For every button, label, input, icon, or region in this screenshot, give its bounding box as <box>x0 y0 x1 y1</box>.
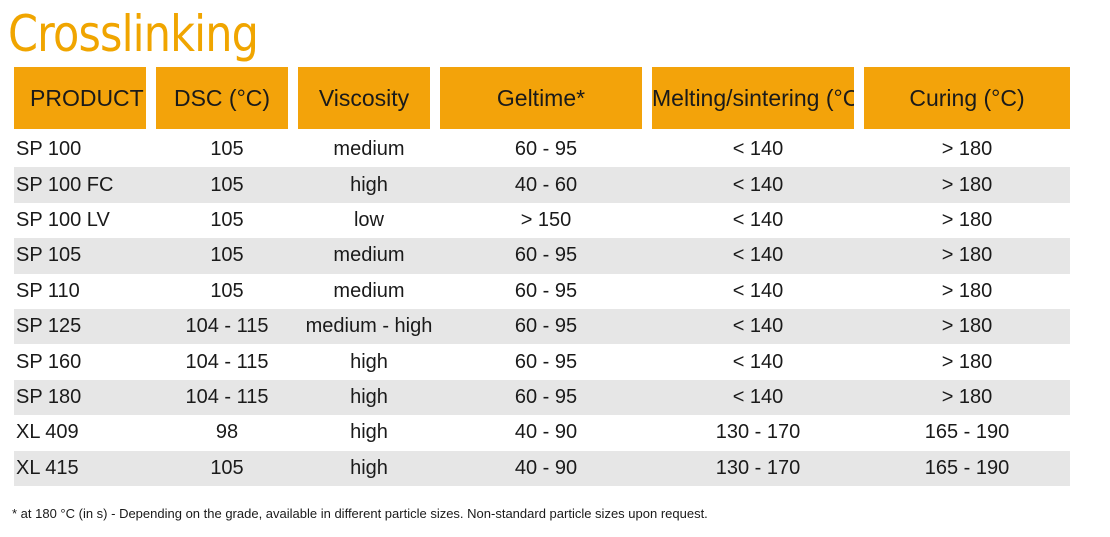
cell-dsc: 105 <box>210 138 244 161</box>
cell-viscosity: high <box>350 421 388 444</box>
table-row: SP 100 LV 105 low > 150 < 140 > 180 <box>14 203 1070 238</box>
cell-dsc: 104 - 115 <box>185 350 269 373</box>
cell-curing: 165 - 190 <box>924 421 1010 444</box>
cell-curing: > 180 <box>864 379 1070 416</box>
cell-geltime: 60 - 95 <box>440 238 652 274</box>
cell-product: SP 160 <box>16 350 82 373</box>
cell-dsc: 105 <box>156 167 298 203</box>
header-geltime: Geltime* <box>440 67 652 132</box>
cell-viscosity: high <box>298 167 440 203</box>
cell-melting-sintering: 130 - 170 <box>715 421 801 444</box>
cell-product: SP 100 <box>16 138 82 161</box>
cell-curing: 165 - 190 <box>864 450 1070 486</box>
table-body: SP 100 105 medium 60 - 95 < 140 > 180 SP 100 F… <box>14 132 1070 486</box>
table-row: SP 180 104 - 115 high 60 - 95 < 140 > 180 <box>14 379 1070 416</box>
cell-dsc: 105 <box>156 450 298 486</box>
crosslinking-table: PRODUCT DSC (°C) Viscosity Geltime* Melt… <box>14 67 1070 486</box>
cell-viscosity: medium <box>298 238 440 274</box>
header-product: PRODUCT <box>14 67 156 132</box>
table-row: XL 409 98 high 40 - 90 130 - 170 165 - 190 <box>14 415 1070 450</box>
cell-melting-sintering: < 140 <box>652 379 864 416</box>
cell-curing: > 180 <box>941 208 993 231</box>
cell-viscosity: high <box>298 379 440 416</box>
cell-geltime: > 150 <box>520 208 572 231</box>
cell-product: XL 415 <box>14 450 156 486</box>
cell-geltime: 60 - 95 <box>514 138 578 161</box>
cell-viscosity: low <box>353 208 384 231</box>
footnote: * at 180 °C (in s) - Depending on the gr… <box>12 506 708 521</box>
cell-curing: > 180 <box>864 238 1070 274</box>
table-row: SP 125 104 - 115 medium - high 60 - 95 < 140… <box>14 308 1070 345</box>
cell-curing: > 180 <box>864 167 1070 203</box>
cell-viscosity: medium - high <box>298 308 440 345</box>
table-row: SP 100 105 medium 60 - 95 < 140 > 180 <box>14 132 1070 167</box>
table-row: XL 415 105 high 40 - 90 130 - 170 165 - 190 <box>14 450 1070 486</box>
cell-product: XL 409 <box>16 421 79 444</box>
header-melting-sintering: Melting/sintering (°C) <box>652 67 864 132</box>
cell-melting-sintering: 130 - 170 <box>652 450 864 486</box>
cell-dsc: 104 - 115 <box>156 308 298 345</box>
header-viscosity: Viscosity <box>298 67 440 132</box>
table-header-row: PRODUCT DSC (°C) Viscosity Geltime* Melt… <box>14 67 1070 132</box>
table-row: SP 160 104 - 115 high 60 - 95 < 140 > 180 <box>14 344 1070 379</box>
cell-viscosity: high <box>350 350 388 373</box>
cell-product: SP 105 <box>14 238 156 274</box>
cell-product: SP 125 <box>14 308 156 345</box>
page-title: Crosslinking <box>8 5 259 63</box>
cell-dsc: 105 <box>210 279 244 302</box>
cell-geltime: 40 - 60 <box>440 167 652 203</box>
cell-melting-sintering: < 140 <box>652 238 864 274</box>
cell-viscosity: medium <box>333 279 405 302</box>
cell-melting-sintering: < 140 <box>652 308 864 345</box>
cell-melting-sintering: < 140 <box>732 138 784 161</box>
cell-viscosity: medium <box>333 138 405 161</box>
cell-melting-sintering: < 140 <box>732 350 784 373</box>
header-curing: Curing (°C) <box>864 67 1070 132</box>
cell-geltime: 40 - 90 <box>440 450 652 486</box>
cell-curing: > 180 <box>941 138 993 161</box>
table-row: SP 110 105 medium 60 - 95 < 140 > 180 <box>14 274 1070 309</box>
cell-curing: > 180 <box>864 308 1070 345</box>
cell-product: SP 180 <box>14 379 156 416</box>
cell-melting-sintering: < 140 <box>732 208 784 231</box>
cell-viscosity: high <box>298 450 440 486</box>
cell-geltime: 60 - 95 <box>440 308 652 345</box>
cell-product: SP 100 LV <box>16 208 110 231</box>
cell-melting-sintering: < 140 <box>652 167 864 203</box>
table-row: SP 100 FC 105 high 40 - 60 < 140 > 180 <box>14 167 1070 203</box>
cell-geltime: 60 - 95 <box>514 279 578 302</box>
header-dsc: DSC (°C) <box>156 67 298 132</box>
cell-geltime: 40 - 90 <box>514 421 578 444</box>
cell-dsc: 104 - 115 <box>156 379 298 416</box>
table-row: SP 105 105 medium 60 - 95 < 140 > 180 <box>14 238 1070 274</box>
cell-curing: > 180 <box>941 350 993 373</box>
cell-dsc: 105 <box>210 208 244 231</box>
cell-product: SP 100 FC <box>14 167 156 203</box>
cell-product: SP 110 <box>16 279 80 302</box>
cell-curing: > 180 <box>941 279 993 302</box>
cell-melting-sintering: < 140 <box>732 279 784 302</box>
cell-dsc: 98 <box>215 421 239 444</box>
cell-dsc: 105 <box>156 238 298 274</box>
cell-geltime: 60 - 95 <box>514 350 578 373</box>
cell-geltime: 60 - 95 <box>440 379 652 416</box>
